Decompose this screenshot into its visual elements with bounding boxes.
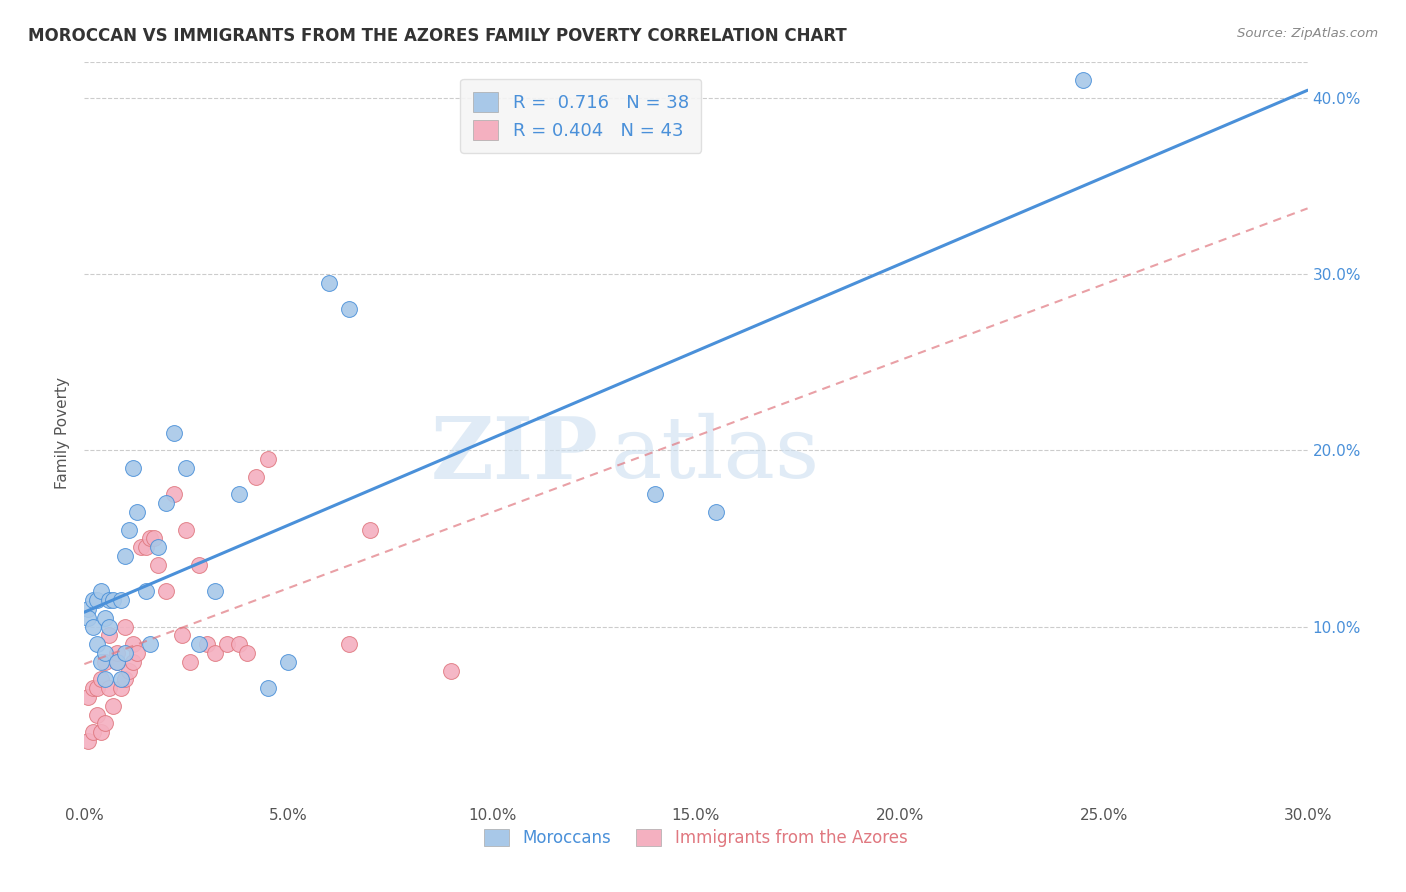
Point <box>135 540 157 554</box>
Point <box>101 698 124 713</box>
Point <box>122 655 145 669</box>
Point <box>97 619 120 633</box>
Point <box>118 523 141 537</box>
Point <box>93 610 115 624</box>
Point <box>155 496 177 510</box>
Point <box>122 637 145 651</box>
Point <box>93 655 115 669</box>
Point <box>105 655 128 669</box>
Point <box>236 646 259 660</box>
Point <box>93 673 115 687</box>
Point <box>138 637 160 651</box>
Point <box>163 425 186 440</box>
Point <box>114 646 136 660</box>
Point <box>228 637 250 651</box>
Point <box>97 593 120 607</box>
Y-axis label: Family Poverty: Family Poverty <box>55 376 70 489</box>
Point <box>142 532 165 546</box>
Point <box>97 628 120 642</box>
Point <box>138 532 160 546</box>
Point <box>359 523 381 537</box>
Point <box>706 505 728 519</box>
Point <box>77 610 100 624</box>
Point <box>318 276 340 290</box>
Point <box>82 619 104 633</box>
Point <box>114 549 136 563</box>
Point <box>135 584 157 599</box>
Point <box>155 584 177 599</box>
Point <box>110 593 132 607</box>
Point <box>77 602 100 616</box>
Point <box>228 487 250 501</box>
Point <box>187 637 209 651</box>
Point <box>146 558 169 572</box>
Point <box>127 646 149 660</box>
Point <box>82 681 104 696</box>
Point <box>105 655 128 669</box>
Point <box>77 690 100 704</box>
Point <box>110 681 132 696</box>
Point <box>127 505 149 519</box>
Point <box>122 461 145 475</box>
Point <box>257 681 280 696</box>
Point <box>114 673 136 687</box>
Point <box>97 681 120 696</box>
Point <box>172 628 194 642</box>
Point <box>86 707 108 722</box>
Point <box>93 716 115 731</box>
Point <box>86 681 108 696</box>
Point <box>118 664 141 678</box>
Point <box>644 487 666 501</box>
Point <box>90 725 112 739</box>
Point <box>90 655 112 669</box>
Point <box>339 302 361 317</box>
Point <box>163 487 186 501</box>
Point <box>257 452 280 467</box>
Point <box>82 725 104 739</box>
Point <box>86 593 108 607</box>
Point <box>195 637 218 651</box>
Point <box>105 646 128 660</box>
Text: MOROCCAN VS IMMIGRANTS FROM THE AZORES FAMILY POVERTY CORRELATION CHART: MOROCCAN VS IMMIGRANTS FROM THE AZORES F… <box>28 27 846 45</box>
Point <box>1073 73 1095 87</box>
Point <box>93 646 115 660</box>
Point <box>90 584 112 599</box>
Point <box>277 655 299 669</box>
Point <box>187 558 209 572</box>
Point <box>174 523 197 537</box>
Point <box>86 637 108 651</box>
Point <box>204 646 226 660</box>
Text: atlas: atlas <box>610 413 820 497</box>
Point <box>77 734 100 748</box>
Point <box>204 584 226 599</box>
Point <box>131 540 153 554</box>
Point <box>82 593 104 607</box>
Point <box>146 540 169 554</box>
Text: Source: ZipAtlas.com: Source: ZipAtlas.com <box>1237 27 1378 40</box>
Legend: Moroccans, Immigrants from the Azores: Moroccans, Immigrants from the Azores <box>478 822 914 854</box>
Point <box>114 619 136 633</box>
Point <box>174 461 197 475</box>
Text: ZIP: ZIP <box>430 413 598 497</box>
Point <box>101 593 124 607</box>
Point <box>440 664 463 678</box>
Point <box>110 673 132 687</box>
Point <box>339 637 361 651</box>
Point <box>90 673 112 687</box>
Point <box>245 469 267 483</box>
Point <box>179 655 201 669</box>
Point <box>217 637 239 651</box>
